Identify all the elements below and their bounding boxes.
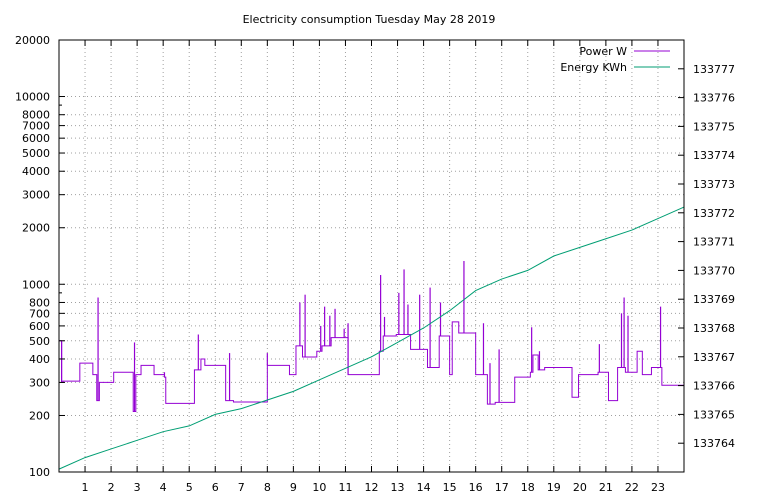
y2-tick-label: 133767 (693, 351, 735, 364)
y2-tick-label: 133764 (693, 437, 735, 450)
y2-tick-label: 133771 (693, 236, 735, 249)
x-tick-label: 10 (312, 481, 326, 494)
y-tick-label: 800 (29, 296, 50, 309)
y2-tick-label: 133775 (693, 120, 735, 133)
x-tick-label: 18 (521, 481, 535, 494)
y-tick-label: 200 (29, 409, 50, 422)
y2-tick-label: 133773 (693, 178, 735, 191)
x-tick-label: 23 (651, 481, 665, 494)
x-tick-label: 14 (417, 481, 431, 494)
x-tick-label: 9 (290, 481, 297, 494)
y-tick-label: 1000 (22, 278, 50, 291)
x-tick-label: 20 (573, 481, 587, 494)
y-tick-label: 20000 (15, 34, 50, 47)
x-tick-label: 6 (212, 481, 219, 494)
y-tick-label: 10000 (15, 91, 50, 104)
power-series (59, 261, 684, 413)
x-tick-label: 5 (186, 481, 193, 494)
x-tick-label: 21 (599, 481, 613, 494)
energy-line (58, 206, 685, 470)
y-tick-label: 500 (29, 335, 50, 348)
legend-label: Power W (579, 45, 627, 58)
y-tick-label: 100 (29, 466, 50, 479)
x-tick-label: 3 (134, 481, 141, 494)
y-tick-label: 8000 (22, 109, 50, 122)
y2-tick-label: 133770 (693, 264, 735, 277)
y-tick-label: 6000 (22, 132, 50, 145)
x-tick-label: 22 (625, 481, 639, 494)
y-tick-label: 300 (29, 376, 50, 389)
y2-tick-label: 133768 (693, 322, 735, 335)
y2-tick-label: 133766 (693, 380, 735, 393)
y2-tick-label: 133765 (693, 408, 735, 421)
x-tick-label: 15 (443, 481, 457, 494)
y-tick-label: 7000 (22, 120, 50, 133)
legend: Power W Energy KWh (560, 45, 670, 74)
x-tick-label: 2 (108, 481, 115, 494)
x-tick-label: 11 (338, 481, 352, 494)
chart-title: Electricity consumption Tuesday May 28 2… (243, 13, 496, 26)
x-tick-label: 1 (82, 481, 89, 494)
power-line (59, 321, 684, 413)
axis-ticks: 1 2 3 4 5 6 7 8 9 10 11 12 13 14 15 16 17 18 19 20 21 22 23100… (15, 34, 735, 494)
x-tick-label: 8 (264, 481, 271, 494)
y2-tick-label: 133776 (693, 92, 735, 105)
y-tick-label: 2000 (22, 222, 50, 235)
y2-tick-label: 133772 (693, 207, 735, 220)
x-tick-label: 17 (495, 481, 509, 494)
y2-tick-label: 133777 (693, 63, 735, 76)
y-tick-label: 600 (29, 320, 50, 333)
x-tick-label: 7 (238, 481, 245, 494)
energy-series (58, 206, 685, 470)
y-tick-label: 4000 (22, 165, 50, 178)
y2-tick-label: 133769 (693, 293, 735, 306)
y-tick-label: 700 (29, 307, 50, 320)
x-tick-label: 16 (469, 481, 483, 494)
x-tick-label: 19 (547, 481, 561, 494)
y-tick-label: 3000 (22, 189, 50, 202)
y2-tick-label: 133774 (693, 149, 735, 162)
legend-label: Energy KWh (560, 61, 627, 74)
y-tick-label: 400 (29, 353, 50, 366)
grid (59, 40, 684, 472)
x-tick-label: 13 (391, 481, 405, 494)
y-tick-label: 5000 (22, 147, 50, 160)
x-tick-label: 4 (160, 481, 167, 494)
x-tick-label: 12 (365, 481, 379, 494)
